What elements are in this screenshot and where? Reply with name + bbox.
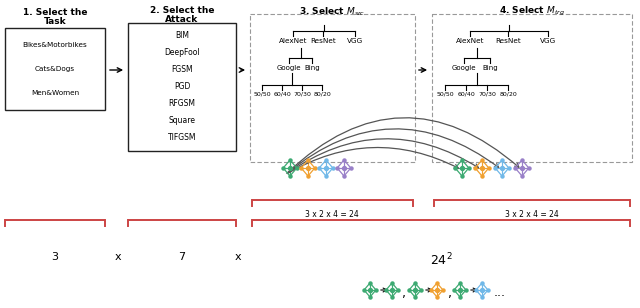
Text: PGD: PGD: [174, 82, 190, 91]
Text: DeepFool: DeepFool: [164, 48, 200, 57]
Text: Bing: Bing: [482, 65, 498, 71]
Text: 60/40: 60/40: [457, 92, 475, 97]
Text: 50/50: 50/50: [436, 92, 454, 97]
Text: Square: Square: [168, 116, 195, 125]
Text: 80/20: 80/20: [499, 92, 517, 97]
Text: VGG: VGG: [347, 38, 363, 44]
Text: ,: ,: [402, 286, 406, 299]
Text: AlexNet: AlexNet: [279, 38, 307, 44]
FancyBboxPatch shape: [250, 14, 415, 162]
Text: 1. Select the: 1. Select the: [23, 8, 87, 17]
Text: 50/50: 50/50: [253, 92, 271, 97]
FancyBboxPatch shape: [128, 23, 236, 151]
FancyBboxPatch shape: [5, 28, 105, 110]
Text: 3: 3: [51, 252, 58, 262]
Text: Bikes&Motorbikes: Bikes&Motorbikes: [22, 42, 88, 48]
Text: Men&Women: Men&Women: [31, 90, 79, 96]
Text: 3 x 2 x 4 = 24: 3 x 2 x 4 = 24: [505, 210, 559, 219]
Text: 2. Select the: 2. Select the: [150, 6, 214, 15]
Text: 7: 7: [179, 252, 186, 262]
Text: FGSM: FGSM: [171, 65, 193, 74]
Text: Cats&Dogs: Cats&Dogs: [35, 66, 75, 72]
Text: ResNet: ResNet: [495, 38, 521, 44]
Text: x: x: [115, 252, 122, 262]
Text: AlexNet: AlexNet: [456, 38, 484, 44]
Text: 80/20: 80/20: [313, 92, 331, 97]
Text: Google: Google: [276, 65, 301, 71]
Text: x: x: [235, 252, 241, 262]
Text: 70/30: 70/30: [293, 92, 311, 97]
Text: ...: ...: [494, 286, 506, 299]
Text: RFGSM: RFGSM: [168, 99, 195, 108]
FancyBboxPatch shape: [432, 14, 632, 162]
Text: Bing: Bing: [304, 65, 320, 71]
Text: Task: Task: [44, 17, 67, 26]
Text: 3 x 2 x 4 = 24: 3 x 2 x 4 = 24: [305, 210, 359, 219]
Text: 60/40: 60/40: [273, 92, 291, 97]
Text: Attack: Attack: [165, 15, 198, 24]
Text: 3. Select $M_{src}$: 3. Select $M_{src}$: [299, 5, 365, 18]
Text: 70/30: 70/30: [478, 92, 496, 97]
Text: ResNet: ResNet: [310, 38, 336, 44]
Text: 4. Select $M_{trg}$: 4. Select $M_{trg}$: [499, 5, 565, 18]
Text: $24^2$: $24^2$: [429, 252, 452, 269]
Text: TIFGSM: TIFGSM: [168, 133, 196, 142]
Text: BIM: BIM: [175, 31, 189, 40]
Text: Google: Google: [452, 65, 476, 71]
Text: VGG: VGG: [540, 38, 556, 44]
Text: ,: ,: [448, 286, 452, 299]
